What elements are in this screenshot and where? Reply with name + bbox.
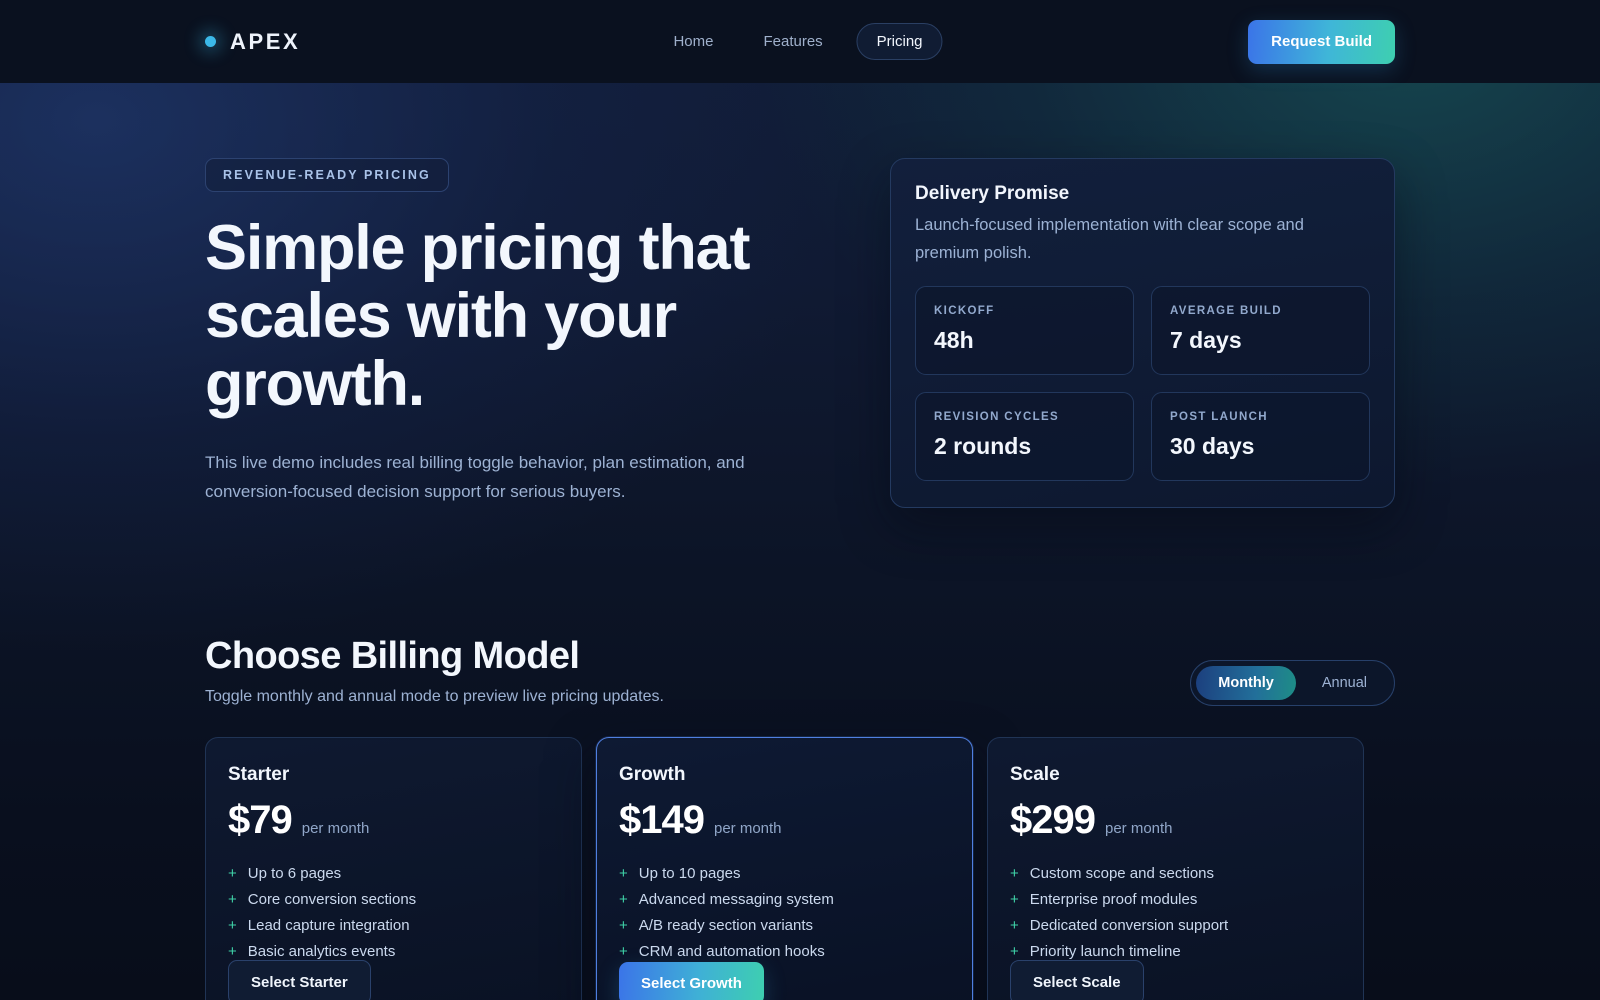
stat-label: REVISION CYCLES [934,410,1060,423]
nav-link-pricing[interactable]: Pricing [856,23,943,60]
stat-label: POST LAUNCH [1170,410,1268,423]
promise-description: Launch-focused implementation with clear… [915,216,1304,263]
plus-icon: + [228,943,237,960]
list-item: + Advanced messaging system [619,891,950,908]
plan-period: per month [1104,820,1173,837]
plan-period: per month [713,820,782,837]
plus-icon: + [1010,917,1019,934]
pricing-card-starter: Starter $79 per month + Up to 6 pages + Co… [205,737,582,1000]
plan-price-row: $299 per month [1010,798,1341,843]
stat-card-average-build: AVERAGE BUILD 7 days [1151,285,1370,375]
select-growth-button[interactable]: Select Growth [619,962,764,1000]
plus-icon: + [228,917,237,934]
stat-card-kickoff: KICKOFF 48h [915,285,1134,375]
list-item: + CRM and automation hooks [619,943,950,960]
brand-name: APEX [230,28,301,54]
plan-feature-list: + Up to 10 pages + Advanced messaging syst… [619,865,950,960]
hero-left: REVENUE-READY PRICING Simple pricing tha… [205,158,865,508]
feature-label: Custom scope and sections [1029,865,1215,882]
plan-price: $79 [228,798,293,842]
plus-icon: + [619,891,628,908]
promise-title: Delivery Promise [915,183,1070,204]
top-navbar: APEX Home Features Pricing Request Build [0,0,1600,83]
list-item: + Basic analytics events [228,943,559,960]
feature-label: Core conversion sections [247,891,417,908]
billing-section: Choose Billing Model Toggle monthly and … [0,635,1600,1000]
stat-value: 48h [934,326,974,353]
plan-price-row: $149 per month [619,798,950,843]
plus-icon: + [619,943,628,960]
list-item: + Dedicated conversion support [1010,917,1341,934]
delivery-promise-card: Delivery Promise Launch-focused implemen… [890,158,1395,508]
plan-feature-list: + Up to 6 pages + Core conversion sections… [228,865,559,960]
plan-name: Starter [228,764,290,785]
stat-value: 2 rounds [934,432,1032,459]
toggle-option-monthly[interactable]: Monthly [1196,666,1296,700]
feature-label: Enterprise proof modules [1029,891,1198,908]
nav-link-features[interactable]: Features [763,33,823,50]
billing-header: Choose Billing Model Toggle monthly and … [205,635,1395,706]
list-item: + Custom scope and sections [1010,865,1341,882]
stat-value: 30 days [1170,432,1255,459]
hero-section: REVENUE-READY PRICING Simple pricing tha… [0,83,1600,508]
stat-label: KICKOFF [934,304,995,317]
feature-label: Up to 10 pages [638,865,741,882]
list-item: + Core conversion sections [228,891,559,908]
brand-logo[interactable]: APEX [205,29,300,55]
stat-card-revision-cycles: REVISION CYCLES 2 rounds [915,391,1134,481]
feature-label: Lead capture integration [247,917,410,934]
billing-heading-group: Choose Billing Model Toggle monthly and … [205,635,664,706]
feature-label: A/B ready section variants [638,917,814,934]
select-scale-button[interactable]: Select Scale [1010,960,1144,1000]
billing-period-toggle[interactable]: Monthly Annual [1190,660,1395,706]
plan-feature-list: + Custom scope and sections + Enterprise p… [1010,865,1341,960]
feature-label: CRM and automation hooks [638,943,825,960]
plus-icon: + [1010,891,1019,908]
plan-period: per month [301,820,370,837]
pricing-plans-grid: Starter $79 per month + Up to 6 pages + Co… [205,737,1395,1000]
plus-icon: + [228,891,237,908]
plus-icon: + [1010,943,1019,960]
plan-price: $149 [619,798,705,842]
nav-links: Home Features Pricing [657,23,943,60]
feature-label: Advanced messaging system [638,891,834,908]
promise-stat-grid: KICKOFF 48h AVERAGE BUILD 7 days REVISIO… [915,285,1370,481]
page-title: Simple pricing that scales with your gro… [205,213,750,420]
hero-eyebrow-badge: REVENUE-READY PRICING [205,158,449,192]
billing-title: Choose Billing Model [205,635,580,677]
list-item: + Priority launch timeline [1010,943,1341,960]
plus-icon: + [1010,865,1019,882]
list-item: + Up to 6 pages [228,865,559,882]
plan-name: Scale [1010,764,1060,785]
plan-name: Growth [619,764,686,785]
request-build-button[interactable]: Request Build [1248,19,1395,64]
stat-value: 7 days [1170,326,1242,353]
nav-link-home[interactable]: Home [673,33,714,50]
plus-icon: + [228,865,237,882]
feature-label: Dedicated conversion support [1029,917,1229,934]
list-item: + A/B ready section variants [619,917,950,934]
feature-label: Basic analytics events [247,943,396,960]
billing-subtitle: Toggle monthly and annual mode to previe… [205,688,664,705]
list-item: + Enterprise proof modules [1010,891,1341,908]
plus-icon: + [619,917,628,934]
toggle-option-annual[interactable]: Annual [1300,666,1389,700]
pricing-card-growth: Growth $149 per month + Up to 10 pages + A… [596,737,973,1000]
list-item: + Lead capture integration [228,917,559,934]
feature-label: Up to 6 pages [247,865,342,882]
feature-label: Priority launch timeline [1029,943,1181,960]
stat-label: AVERAGE BUILD [1170,304,1282,317]
pricing-card-scale: Scale $299 per month + Custom scope and s… [987,737,1364,1000]
stat-card-post-launch: POST LAUNCH 30 days [1151,391,1370,481]
plan-price: $299 [1010,798,1096,842]
plan-price-row: $79 per month [228,798,559,843]
list-item: + Up to 10 pages [619,865,950,882]
dot-icon [205,36,216,47]
plus-icon: + [619,865,628,882]
select-starter-button[interactable]: Select Starter [228,960,371,1000]
hero-subtitle: This live demo includes real billing tog… [205,453,745,502]
